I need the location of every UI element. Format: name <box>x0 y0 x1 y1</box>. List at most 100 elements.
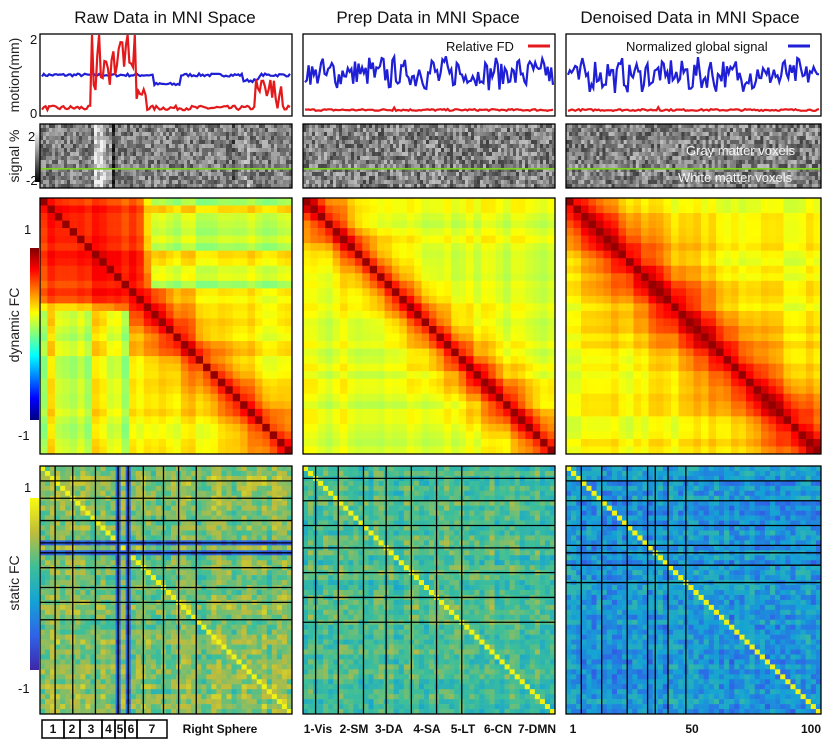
dynamic-fc-cell <box>106 341 115 349</box>
carpet-cell <box>578 124 582 129</box>
carpet-cell <box>82 172 86 177</box>
carpet-cell <box>166 156 170 161</box>
carpet-cell <box>271 124 275 129</box>
carpet-cell <box>742 168 746 173</box>
carpet-cell <box>793 172 798 177</box>
carpet-cell <box>757 160 761 165</box>
dynamic-fc-cell <box>143 363 152 372</box>
carpet-cell <box>638 156 643 161</box>
carpet-cell <box>751 140 755 145</box>
dynamic-fc-cell <box>232 303 241 312</box>
carpet-cell <box>459 160 463 165</box>
carpet-cell <box>280 148 284 153</box>
dynamic-fc-cell <box>232 280 241 289</box>
carpet-cell <box>620 124 624 129</box>
carpet-cell <box>429 156 433 161</box>
carpet-cell <box>205 156 209 161</box>
carpet-cell <box>73 124 77 129</box>
carpet-cell <box>169 140 173 145</box>
carpet-cell <box>617 176 621 181</box>
carpet-cell <box>67 136 71 141</box>
carpet-cell <box>435 128 439 133</box>
carpet-cell <box>396 148 400 153</box>
dynamic-fc-cell <box>166 273 174 282</box>
carpet-cell <box>73 144 77 149</box>
carpet-cell <box>566 144 570 149</box>
carpet-cell <box>522 156 526 161</box>
carpet-cell <box>115 160 119 165</box>
carpet-cell <box>720 124 725 129</box>
carpet-cell <box>444 140 448 145</box>
carpet-cell <box>58 180 62 185</box>
carpet-cell <box>450 124 454 129</box>
carpet-cell <box>324 144 328 149</box>
dynamic-fc-cell <box>188 310 196 319</box>
carpet-cell <box>608 144 612 149</box>
carpet-cell <box>232 144 236 149</box>
carpet-cell <box>693 180 697 185</box>
carpet-cell <box>223 140 227 145</box>
dynamic-fc-cell <box>240 228 248 236</box>
dynamic-fc-cell <box>136 250 145 259</box>
carpet-cell <box>808 140 813 145</box>
carpet-cell <box>534 128 538 133</box>
dynamic-fc-cell <box>180 326 189 334</box>
carpet-cell <box>459 136 463 141</box>
carpet-cell <box>584 128 588 133</box>
carpet-cell <box>262 136 266 141</box>
carpet-cell <box>184 132 188 137</box>
carpet-cell <box>306 160 310 165</box>
carpet-cell <box>620 176 624 181</box>
carpet-cell <box>208 152 212 157</box>
dynamic-fc-cell <box>128 295 137 304</box>
carpet-cell <box>660 168 664 173</box>
dynamic-fc-cell <box>277 363 285 372</box>
carpet-cell <box>717 124 722 129</box>
carpet-cell <box>411 148 415 153</box>
carpet-cell <box>620 152 624 157</box>
carpet-cell <box>748 168 752 173</box>
carpet-cell <box>763 124 767 129</box>
dynamic-fc-cell <box>143 295 152 304</box>
carpet-cell <box>333 172 337 177</box>
carpet-cell <box>552 180 556 185</box>
carpet-cell <box>229 180 233 185</box>
dynamic-fc-cell <box>151 273 159 282</box>
dynamic-fc-cell <box>54 333 63 342</box>
carpet-cell <box>641 140 646 145</box>
carpet-cell <box>175 136 179 141</box>
carpet-cell <box>97 164 101 169</box>
carpet-cell <box>229 168 233 173</box>
carpet-cell <box>82 136 86 141</box>
carpet-cell <box>714 168 719 173</box>
carpet-cell <box>64 184 68 189</box>
carpet-cell <box>644 168 649 173</box>
carpet-cell <box>345 124 349 129</box>
carpet-cell <box>130 136 134 141</box>
carpet-cell <box>525 176 529 181</box>
carpet-cell <box>172 132 176 137</box>
carpet-cell <box>711 132 716 137</box>
carpet-cell <box>283 148 287 153</box>
carpet-cell <box>411 152 415 157</box>
carpet-cell <box>732 152 737 157</box>
carpet-cell <box>339 168 343 173</box>
dynamic-fc-cell <box>121 348 130 357</box>
carpet-cell <box>280 136 284 141</box>
carpet-cell <box>184 176 188 181</box>
carpet-cell <box>211 148 215 153</box>
carpet-cell <box>187 132 191 137</box>
carpet-cell <box>732 124 737 129</box>
dynamic-fc-cell <box>99 326 107 334</box>
carpet-cell <box>58 156 62 161</box>
carpet-cell <box>513 132 517 137</box>
carpet-cell <box>793 160 798 165</box>
carpet-cell <box>405 124 409 129</box>
carpet-cell <box>70 144 74 149</box>
carpet-cell <box>790 184 794 189</box>
carpet-cell <box>79 156 83 161</box>
carpet-cell <box>375 148 379 153</box>
dynamic-fc-cell <box>254 213 263 221</box>
carpet-cell <box>127 160 131 165</box>
carpet-cell <box>339 164 343 169</box>
